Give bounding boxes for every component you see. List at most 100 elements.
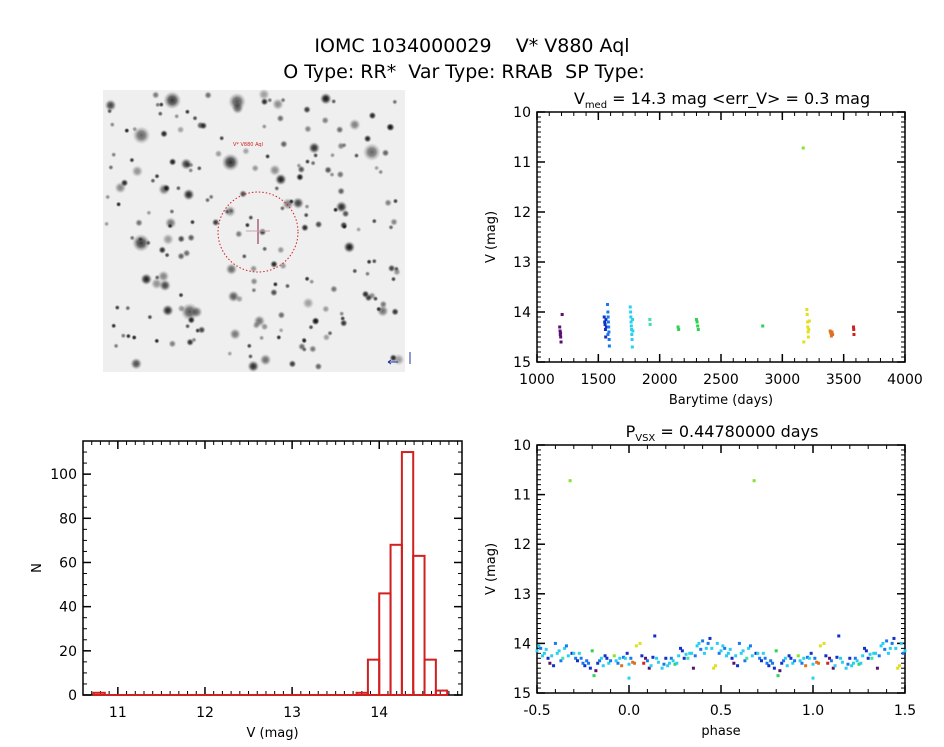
data-point [628,305,632,309]
data-point [606,333,610,336]
star [304,158,311,165]
star [187,233,196,242]
data-point [888,646,892,650]
star [392,198,399,204]
data-point [594,669,598,673]
star [373,165,380,171]
data-point [890,641,894,645]
star [324,166,333,174]
data-point [866,656,870,660]
data-point [570,651,574,655]
star [234,230,243,238]
data-point [630,333,634,336]
data-point [829,659,833,663]
x-axis-label: phase [701,724,740,739]
star [377,169,384,175]
star [131,165,144,178]
star [162,184,171,193]
data-point [699,647,703,651]
star [104,99,117,112]
data-point [607,344,611,348]
star [140,273,153,286]
star [125,305,131,311]
star [314,362,323,371]
star [272,281,279,288]
data-point [712,666,716,670]
data-point [831,666,835,670]
data-point [877,654,881,658]
data-point [629,320,633,324]
data-point [897,664,901,668]
star [321,116,330,125]
star [247,353,254,360]
data-point [596,661,600,665]
star [276,114,285,123]
data-point [607,661,611,665]
star [390,276,397,282]
data-point [874,651,878,655]
data-point [852,333,856,336]
data-point [568,479,572,483]
data-point [693,654,697,658]
data-point [616,661,620,665]
star [384,198,393,207]
star [103,221,110,227]
star [177,234,186,243]
star [248,214,254,221]
data-point [903,649,907,653]
data-point [603,323,607,326]
stars [103,88,405,373]
data-point [575,659,579,663]
star [341,223,348,230]
star [274,185,280,192]
y-tick-label: 100 [50,467,77,483]
star [276,245,285,254]
y-tick-label: 15 [513,686,531,702]
data-point [647,666,651,670]
star [362,143,381,162]
data-point [811,676,815,680]
star [303,125,312,133]
star [176,125,185,134]
plot-frame [82,440,463,696]
data-point [630,338,634,341]
y-axis-label: N [30,563,45,573]
data-point [701,639,705,643]
star [235,294,244,303]
star [284,283,291,289]
y-tick-label: 0 [68,688,77,704]
data-point [677,328,681,331]
star [335,125,344,134]
star [196,165,203,172]
y-tick-label: 12 [513,205,531,221]
star [261,246,268,252]
x-tick-label: 1.0 [802,703,824,719]
star [154,173,160,179]
data-point [761,651,765,655]
x-tick-label: 14 [370,705,388,721]
data-point [745,656,749,660]
data-point [785,664,789,668]
data-point [609,659,613,663]
star [177,252,186,261]
data-point [604,335,608,339]
star [251,164,260,173]
data-point [640,654,644,658]
star [124,127,130,134]
data-point [544,647,548,651]
data-point [629,656,633,660]
star [297,165,306,174]
data-point [669,656,673,660]
star [145,240,152,246]
data-point [574,656,578,660]
compass-icon [387,352,411,365]
data-point [599,656,603,660]
data-point [627,676,631,680]
data-point [815,660,819,664]
star [147,314,153,320]
data-point [774,649,778,653]
data-point [741,649,745,653]
star [312,152,319,159]
data-point [607,325,611,329]
target-circle [217,191,299,273]
